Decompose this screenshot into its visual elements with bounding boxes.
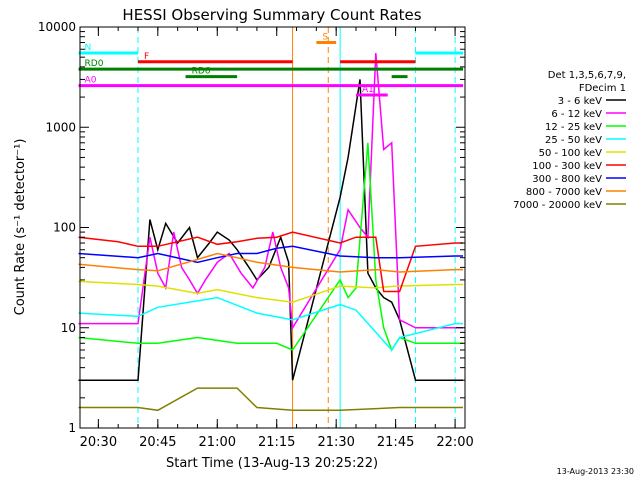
x-tick-label-2: 21:00 [199, 435, 236, 450]
flag-label-6: A0 [85, 76, 97, 86]
series-line-6 [78, 245, 463, 264]
chart-title: HESSI Observing Summary Count Rates [122, 6, 421, 24]
y-axis-label: Count Rate (s⁻¹ detector⁻¹) [13, 139, 28, 316]
plot-area: N F S RD0 RD6 A1 A0 1 10 100 1000 10000 20:30 20:45 21… [38, 20, 474, 450]
legend-label-2: 12 - 25 keV [545, 122, 602, 133]
legend-label-7: 800 - 7000 keV [526, 187, 602, 198]
legend-label-4: 50 - 100 keV [539, 148, 603, 159]
series-line-4 [78, 280, 463, 303]
series-line-8 [78, 387, 463, 412]
y-tick-label-2: 100 [53, 221, 76, 235]
series-line-3 [78, 296, 463, 352]
legend: Det 1,3,5,6,7,9, FDecim 1 3 - 6 keV 6 - 12 … [513, 70, 626, 211]
legend-label-3: 25 - 50 keV [545, 135, 602, 146]
x-tick-label-4: 21:30 [317, 435, 354, 450]
flag-label-1: F [144, 52, 149, 62]
flag-label-5: A1 [362, 85, 374, 95]
flag-label-2: S [322, 33, 328, 43]
x-axis-label: Start Time (13-Aug-13 20:25:22) [166, 456, 378, 471]
legend-label-0: 3 - 6 keV [558, 96, 602, 107]
legend-header-0: Det 1,3,5,6,7,9, [548, 70, 626, 81]
series-line-1 [78, 52, 463, 331]
x-tick-label-6: 22:00 [436, 435, 473, 450]
legend-label-8: 7000 - 20000 keV [513, 200, 602, 211]
series-line-0 [78, 79, 463, 381]
flag-label-0: N [85, 43, 92, 53]
legend-label-1: 6 - 12 keV [551, 109, 602, 120]
y-tick-label-1: 10 [61, 321, 76, 335]
y-tick-label-3: 1000 [45, 120, 76, 134]
series-line-2 [78, 142, 463, 352]
x-tick-label-5: 21:45 [377, 435, 414, 450]
legend-label-6: 300 - 800 keV [532, 174, 602, 185]
x-tick-label-1: 20:45 [139, 435, 176, 450]
series-line-5 [78, 231, 463, 293]
legend-header-1: FDecim 1 [579, 83, 626, 94]
legend-label-5: 100 - 300 keV [532, 161, 602, 172]
flag-label-4: RD6 [192, 67, 211, 77]
flag-label-3: RD0 [85, 59, 104, 69]
series-line-7 [78, 252, 463, 273]
x-tick-label-0: 20:30 [80, 435, 117, 450]
x-tick-label-3: 21:15 [258, 435, 295, 450]
y-tick-label-0: 1 [68, 421, 76, 435]
plot-timestamp: 13-Aug-2013 23:30 [556, 467, 634, 476]
y-tick-label-4: 10000 [38, 20, 76, 34]
